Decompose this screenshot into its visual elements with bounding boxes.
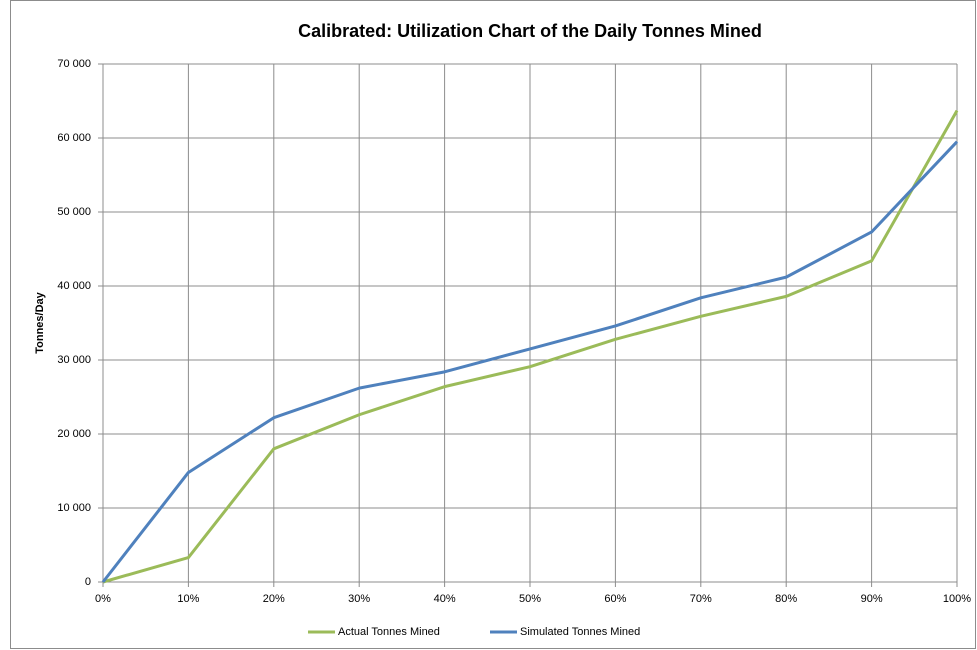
series-line <box>101 140 959 583</box>
y-tick-label: 50 000 <box>57 206 91 218</box>
x-tick-label: 40% <box>434 593 456 605</box>
series-line <box>102 109 959 584</box>
legend-label: Simulated Tonnes Mined <box>520 626 640 638</box>
chart-border <box>10 0 976 649</box>
y-tick-label: 0 <box>85 576 91 588</box>
chart-title: Calibrated: Utilization Chart of the Dai… <box>298 21 762 41</box>
x-tick-label: 10% <box>177 593 199 605</box>
y-tick-label: 70 000 <box>57 58 91 70</box>
x-tick-label: 60% <box>604 593 626 605</box>
x-tick-label: 0% <box>95 593 111 605</box>
x-tick-label: 20% <box>263 593 285 605</box>
y-tick-label: 30 000 <box>57 354 91 366</box>
x-tick-label: 100% <box>943 593 971 605</box>
x-tick-label: 30% <box>348 593 370 605</box>
x-tick-label: 80% <box>775 593 797 605</box>
y-axis-label: Tonnes/Day <box>34 291 46 353</box>
legend-label: Actual Tonnes Mined <box>338 626 440 638</box>
x-tick-label: 50% <box>519 593 541 605</box>
x-tick-label: 70% <box>690 593 712 605</box>
y-tick-label: 40 000 <box>57 280 91 292</box>
x-tick-label: 90% <box>861 593 883 605</box>
y-tick-label: 10 000 <box>57 502 91 514</box>
y-tick-label: 20 000 <box>57 428 91 440</box>
y-tick-label: 60 000 <box>57 132 91 144</box>
